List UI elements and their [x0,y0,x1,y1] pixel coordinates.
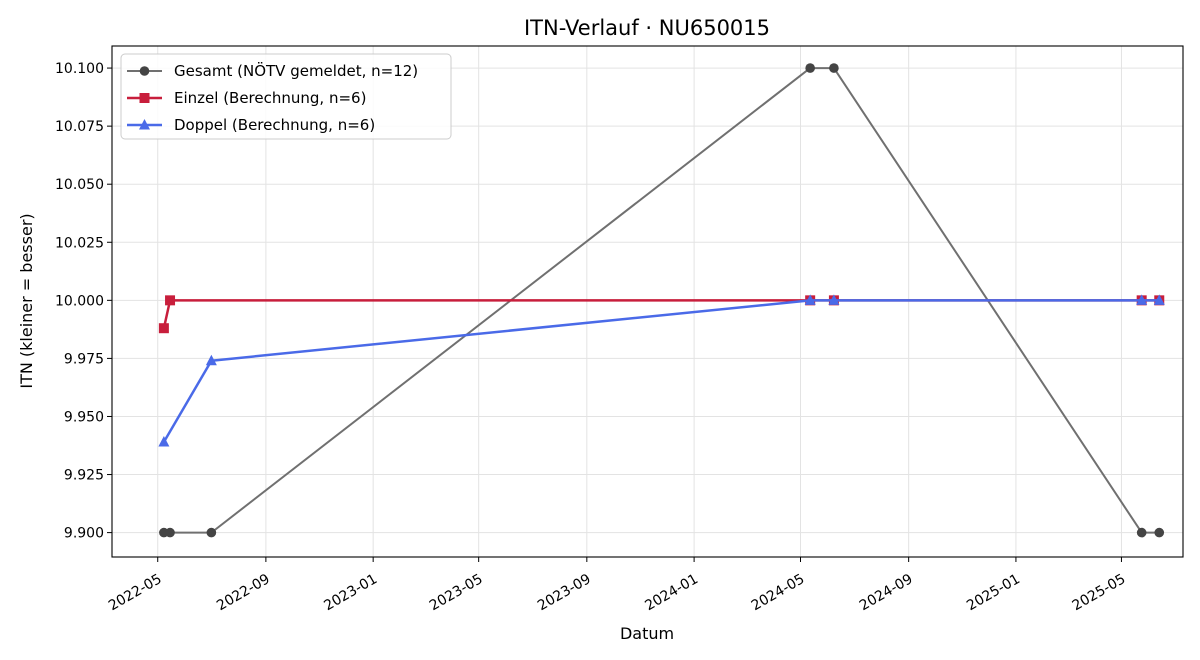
data-point [804,294,816,305]
y-axis-label: ITN (kleiner = besser) [17,213,36,388]
y-tick-label: 9.950 [64,409,104,425]
data-point [205,354,217,366]
data-point [158,436,170,447]
series-layer [158,63,1165,538]
data-point [165,295,176,306]
data-point [805,63,815,73]
data-point [158,323,169,334]
y-tick-label: 9.900 [64,526,104,542]
y-tick-label: 10.050 [55,177,104,193]
data-point [206,527,217,538]
legend-marker [139,66,150,76]
y-tick-label: 10.075 [55,119,104,135]
x-axis-label: Datum [620,624,674,643]
legend-label: Gesamt (NÖTV gemeldet, n=12) [174,61,418,80]
data-point [1154,527,1165,538]
y-tick-label: 10.000 [55,293,104,309]
legend-box [120,53,452,140]
y-tick-label: 9.925 [64,468,104,484]
y-axis: 9.900 9.925 9.950 9.975 10.000 10.025 10.050 10… [55,61,112,542]
legend-label: Einzel (Berechnung, n=6) [174,89,366,107]
series-3 [158,294,1165,447]
y-tick-label: 10.100 [55,61,104,77]
chart-title: ITN-Verlauf · NU650015 [524,16,770,40]
legend-marker [139,93,150,103]
data-point [1136,294,1148,305]
legend-label: Doppel (Berechnung, n=6) [174,116,375,134]
series-1 [159,63,1165,538]
data-point [165,527,175,538]
data-point [1136,527,1147,538]
y-tick-label: 10.025 [55,235,104,251]
data-point [828,294,840,305]
data-point [829,63,839,73]
plot-frame [111,45,1184,558]
legend: Gesamt (NÖTV gemeldet, n=12) Einzel (Bere… [120,53,452,140]
legend-marker [139,119,150,130]
data-point [1153,294,1165,305]
y-tick-label: 9.975 [64,351,104,367]
